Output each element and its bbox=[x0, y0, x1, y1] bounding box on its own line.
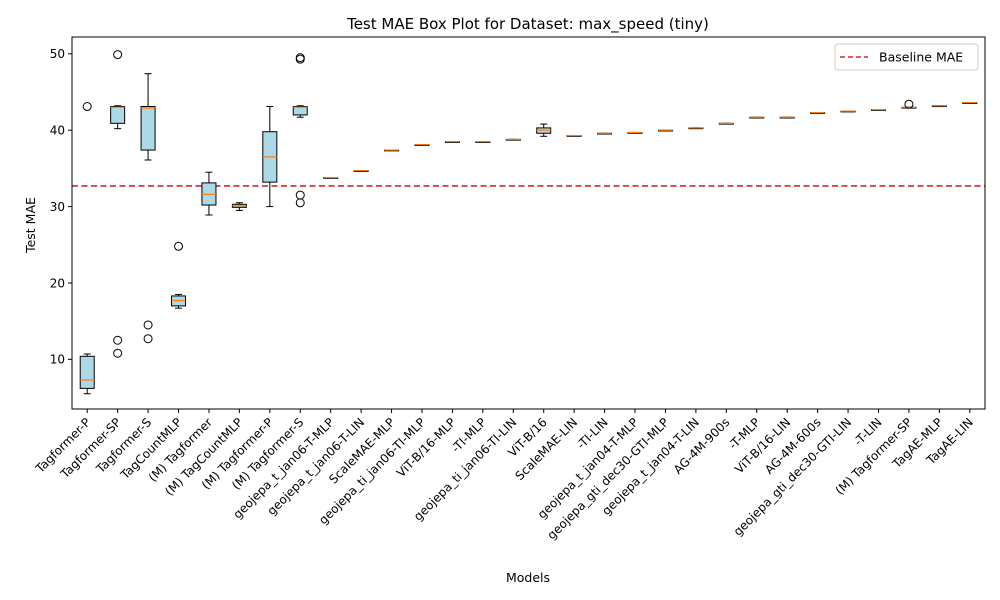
outlier-point bbox=[295, 198, 305, 208]
box-iqr bbox=[140, 106, 156, 151]
chart-title: Test MAE Box Plot for Dataset: max_speed… bbox=[346, 15, 709, 34]
outlier-point bbox=[113, 348, 123, 358]
box-iqr bbox=[79, 355, 95, 389]
y-tick-label: 20 bbox=[50, 276, 65, 290]
y-tick-label: 40 bbox=[50, 123, 65, 137]
y-tick-label: 50 bbox=[50, 47, 65, 61]
legend-frame bbox=[834, 43, 979, 71]
outlier-point bbox=[174, 241, 184, 251]
box-iqr bbox=[292, 106, 308, 116]
y-tick-label: 30 bbox=[50, 200, 65, 214]
outlier-point bbox=[113, 50, 123, 60]
axes-frame bbox=[71, 36, 986, 410]
outlier-point bbox=[295, 190, 305, 200]
y-axis-label: Test MAE bbox=[23, 197, 38, 254]
legend: Baseline MAE bbox=[834, 43, 979, 71]
outlier-point bbox=[113, 335, 123, 345]
y-tick-label: 10 bbox=[50, 353, 65, 367]
outlier-point bbox=[904, 99, 914, 109]
x-axis-label: Models bbox=[506, 570, 550, 585]
outlier-point bbox=[143, 334, 153, 344]
legend-baseline-label: Baseline MAE bbox=[879, 50, 963, 65]
outlier-point bbox=[82, 102, 92, 112]
plot-area: 1020304050Tagformer-PTagformer-SPTagform… bbox=[32, 36, 986, 542]
box-iqr bbox=[110, 106, 126, 124]
outlier-point bbox=[143, 320, 153, 330]
outlier-point bbox=[295, 53, 305, 63]
